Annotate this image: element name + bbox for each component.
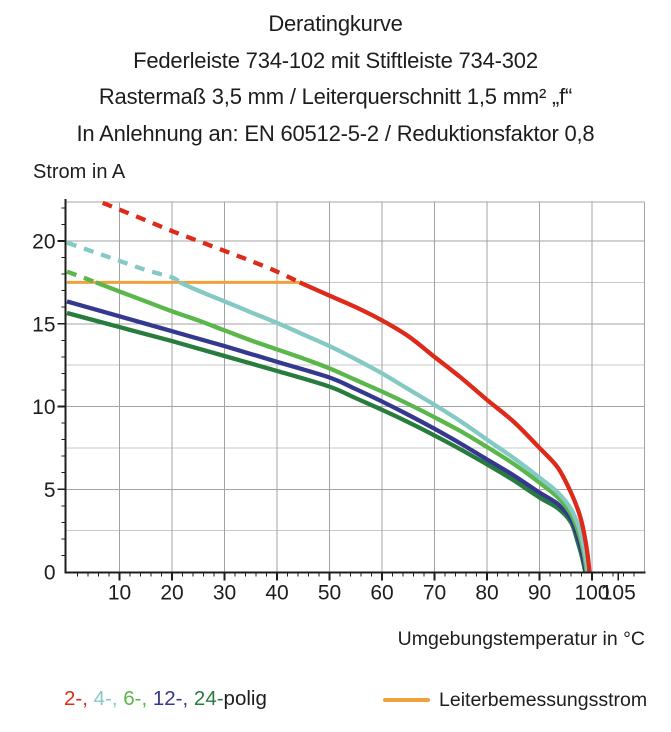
x-tick-label: 50 [318, 582, 341, 605]
curve-24-polig-solid [66, 310, 588, 573]
x-tick-label: 100 [574, 582, 609, 605]
y-tick-label: 5 [44, 479, 56, 502]
curve-2-polig-solid [298, 280, 592, 573]
curve-6-polig-solid [95, 280, 589, 573]
legend-part-24: 24- [188, 687, 224, 710]
chart-title-line-2: Federleiste 734-102 mit Stiftleiste 734-… [133, 47, 538, 73]
chart-title-line-3: Rastermaß 3,5 mm / Leiterquerschnitt 1,5… [98, 84, 573, 109]
y-tick-label: 15 [32, 313, 55, 336]
y-axis-title: Strom in A [33, 161, 126, 183]
legend-part-4: 4-, [87, 687, 118, 710]
y-tick-label: 0 [44, 562, 56, 585]
legend-pole-counts: 2-, 4-, 6-, 12-, 24-polig [64, 687, 267, 711]
rated-current-label: Leiterbemessungsstrom [439, 688, 648, 711]
legend-part-12: 12-, [147, 687, 189, 710]
x-tick-label: 60 [370, 582, 393, 605]
legend-part-2: 2-, [64, 687, 88, 710]
curve-6-polig-dashed [66, 269, 97, 285]
x-tick-label: 10 [108, 582, 131, 605]
axes [64, 199, 646, 574]
y-tick-labels: 0 5 10 15 20 [32, 231, 55, 585]
curve-24-polig [66, 310, 588, 573]
curve-12-polig-solid [66, 299, 588, 573]
chart-title-line-1: Deratingkurve [268, 11, 403, 36]
curve-2-polig-dashed [101, 200, 301, 285]
x-tick-label: 80 [475, 582, 498, 605]
x-tick-label: 40 [265, 582, 288, 605]
x-tick-label: 70 [423, 582, 446, 605]
curve-6-polig [66, 269, 589, 573]
curve-4-polig-dashed [66, 240, 182, 285]
chart-title-line-4: In Anlehnung an: EN 60512-5-2 / Reduktio… [76, 120, 595, 146]
y-tick-label: 10 [32, 396, 55, 419]
legend-part-polig: polig [223, 687, 267, 710]
x-tick-label: 105 [601, 582, 636, 605]
chart-title-block: Deratingkurve Federleiste 734-102 mit St… [0, 6, 671, 152]
legend-part-6: 6-, [117, 687, 148, 710]
y-tick-label: 20 [32, 231, 55, 254]
x-axis-title: Umgebungstemperatur in °C [397, 628, 645, 650]
x-tick-label: 90 [528, 582, 551, 605]
rated-current-line-swatch [383, 698, 430, 702]
x-tick-label: 20 [160, 582, 183, 605]
curve-2-polig [101, 200, 592, 573]
legend-rated-current: Leiterbemessungsstrom [383, 687, 647, 713]
ticks [57, 207, 635, 581]
x-tick-label: 30 [213, 582, 236, 605]
curve-4-polig [66, 240, 590, 573]
plot-frame [65, 201, 646, 573]
curve-12-polig [66, 299, 588, 573]
curve-4-polig-solid [178, 280, 590, 573]
